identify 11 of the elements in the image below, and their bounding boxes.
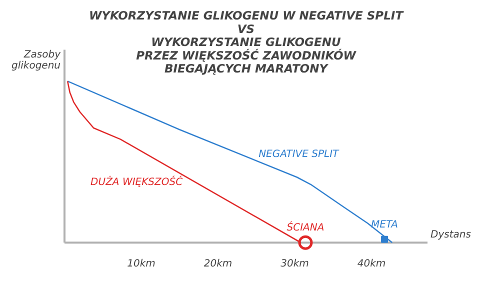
x-tick-label: 10km	[127, 258, 156, 270]
chart-title: WYKORZYSTANIE GLIKOGENU W NEGATIVE SPLIT VS WYKORZYSTANIE GLIKOGENU PRZEZ WIĘKSZOŚĆ ZAWODNIKÓW BIEGAJĄCYCH MARATONY	[88, 8, 404, 76]
y-axis-title: Zasoby glikogenu	[12, 50, 62, 72]
annotation: ŚCIANA	[286, 220, 324, 234]
annotation: META	[371, 219, 398, 230]
x-tick-label: 20km	[204, 258, 232, 270]
x-tick-label: 30km	[280, 258, 310, 270]
series-label: DUŻA WIĘKSZOŚĆ	[90, 175, 183, 188]
x-tick-label: 40km	[357, 258, 386, 270]
x-axis-title: Dystans	[430, 230, 471, 241]
series-label: NEGATIVE SPLIT	[258, 148, 340, 160]
